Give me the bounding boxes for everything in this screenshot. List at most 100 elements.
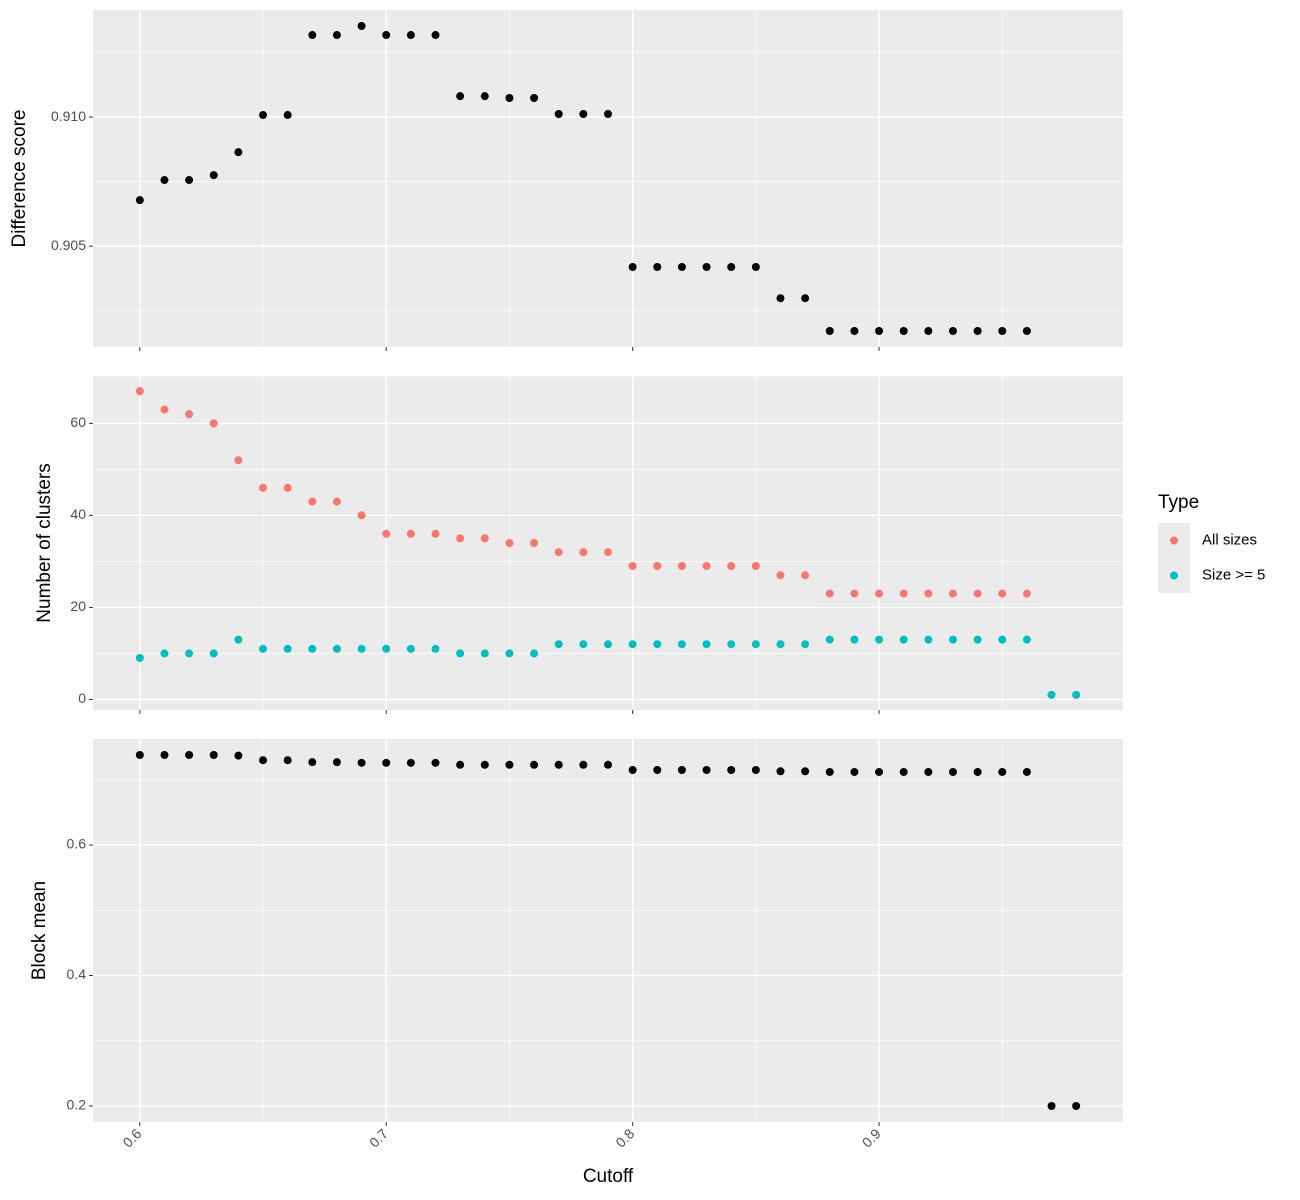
point: [209, 649, 218, 658]
point: [825, 767, 834, 776]
point: [604, 760, 612, 769]
y-axis-title: Number of clusters: [34, 463, 55, 622]
point: [1022, 767, 1031, 776]
point: [776, 640, 785, 649]
point: [751, 562, 760, 571]
point: [431, 529, 440, 538]
point: [530, 649, 539, 658]
point: [135, 196, 144, 205]
point: [702, 765, 711, 774]
point: [973, 635, 982, 644]
point: [998, 327, 1007, 336]
point: [185, 410, 194, 419]
point: [604, 640, 612, 649]
point: [899, 327, 908, 336]
point: [185, 176, 194, 185]
point: [653, 263, 662, 272]
point: [702, 263, 711, 272]
point: [825, 635, 834, 644]
point: [135, 750, 144, 759]
y-tick-label: 20: [70, 598, 86, 614]
point: [899, 635, 908, 644]
point: [1022, 327, 1031, 336]
point: [677, 562, 686, 571]
y-tick-label: 0.2: [67, 1097, 87, 1113]
point: [554, 640, 563, 649]
point: [160, 176, 169, 185]
point: [1072, 1102, 1081, 1111]
point: [382, 31, 391, 40]
point: [554, 548, 563, 557]
point: [135, 654, 144, 663]
point: [899, 767, 908, 776]
point: [480, 760, 489, 769]
point: [875, 635, 884, 644]
point: [357, 644, 366, 653]
point: [801, 294, 810, 303]
point: [332, 497, 341, 506]
point: [653, 562, 662, 571]
point: [234, 751, 243, 760]
point: [998, 767, 1007, 776]
legend-marker: [1170, 536, 1178, 545]
y-tick-label: 0.6: [67, 836, 87, 852]
point: [185, 649, 194, 658]
point: [406, 529, 415, 538]
point: [382, 758, 391, 767]
point: [850, 767, 859, 776]
x-tick-label: 0.7: [366, 1125, 391, 1150]
point: [456, 760, 465, 769]
point: [628, 640, 637, 649]
point: [480, 649, 489, 658]
point: [677, 263, 686, 272]
point: [160, 750, 169, 759]
point: [751, 765, 760, 774]
point: [579, 109, 588, 118]
point: [727, 640, 736, 649]
point: [776, 571, 785, 580]
point: [727, 263, 736, 272]
point: [628, 765, 637, 774]
point: [357, 758, 366, 767]
point: [135, 387, 144, 396]
point: [406, 758, 415, 767]
point: [406, 644, 415, 653]
point: [998, 635, 1007, 644]
point: [431, 644, 440, 653]
point: [776, 294, 785, 303]
x-tick-label: 0.9: [859, 1125, 884, 1150]
point: [998, 589, 1007, 598]
point: [875, 767, 884, 776]
point: [505, 93, 514, 102]
point: [234, 635, 243, 644]
point: [973, 589, 982, 598]
point: [357, 21, 366, 30]
y-tick-label: 60: [70, 414, 86, 430]
point: [1072, 690, 1081, 699]
point: [579, 640, 588, 649]
panel-background: [93, 10, 1123, 347]
point: [1047, 690, 1056, 699]
point: [505, 649, 514, 658]
point: [259, 111, 268, 120]
point: [801, 767, 810, 776]
point: [677, 765, 686, 774]
point: [209, 750, 218, 759]
point: [259, 483, 268, 492]
point: [751, 640, 760, 649]
point: [554, 760, 563, 769]
point: [973, 767, 982, 776]
point: [456, 534, 465, 543]
y-tick-label: 0.905: [51, 237, 86, 253]
point: [924, 589, 933, 598]
point: [850, 327, 859, 336]
point: [727, 765, 736, 774]
point: [702, 640, 711, 649]
point: [332, 31, 341, 40]
point: [1022, 635, 1031, 644]
point: [480, 534, 489, 543]
point: [948, 635, 957, 644]
point: [948, 767, 957, 776]
point: [259, 756, 268, 765]
point: [850, 589, 859, 598]
